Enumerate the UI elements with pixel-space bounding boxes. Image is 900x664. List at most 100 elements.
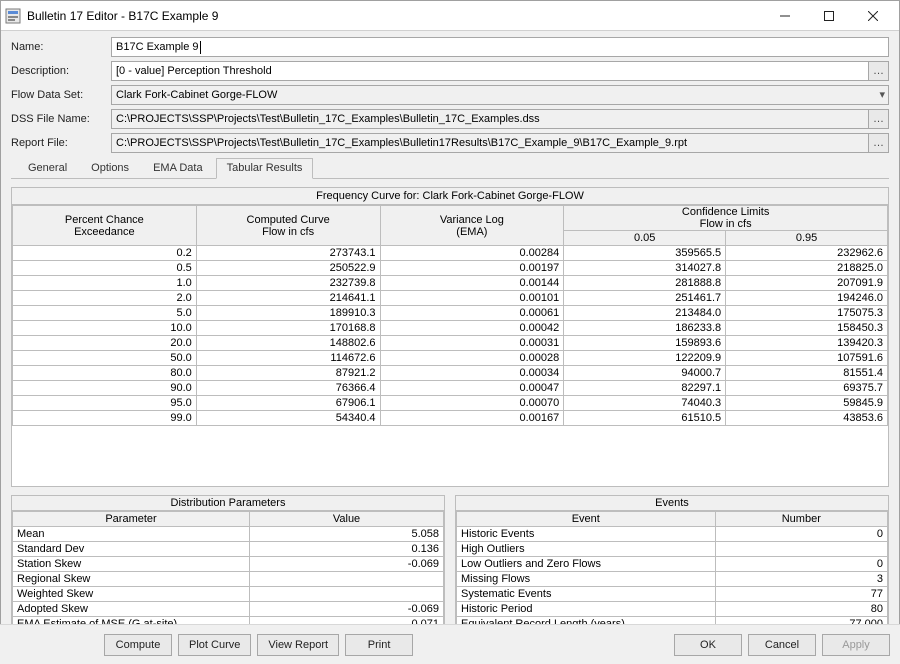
dss-file-value: C:\PROJECTS\SSP\Projects\Test\Bulletin_1… bbox=[116, 113, 540, 125]
flow-data-value: Clark Fork-Cabinet Gorge-FLOW bbox=[116, 89, 277, 101]
footer: Compute Plot Curve View Report Print OK … bbox=[0, 624, 900, 664]
table-row: Historic Events0 bbox=[457, 527, 888, 542]
report-file-input[interactable]: C:\PROJECTS\SSP\Projects\Test\Bulletin_1… bbox=[111, 133, 869, 153]
table-cell: 67906.1 bbox=[196, 396, 380, 411]
table-row: 1.0232739.80.00144281888.8207091.9 bbox=[13, 276, 888, 291]
table-row: 80.087921.20.0003494000.781551.4 bbox=[13, 366, 888, 381]
event-name: Historic Period bbox=[457, 602, 716, 617]
table-row: Station Skew-0.069 bbox=[13, 557, 444, 572]
table-cell: 170168.8 bbox=[196, 321, 380, 336]
table-row: Adopted Skew-0.069 bbox=[13, 602, 444, 617]
event-number bbox=[715, 542, 887, 557]
event-name: Low Outliers and Zero Flows bbox=[457, 557, 716, 572]
table-row: 50.0114672.60.00028122209.9107591.6 bbox=[13, 351, 888, 366]
table-row: Standard Dev0.136 bbox=[13, 542, 444, 557]
tab-general[interactable]: General bbox=[17, 158, 78, 179]
table-cell: 175075.3 bbox=[726, 306, 888, 321]
report-browse-button[interactable]: … bbox=[869, 133, 889, 153]
table-cell: 107591.6 bbox=[726, 351, 888, 366]
table-cell: 114672.6 bbox=[196, 351, 380, 366]
table-cell: 232739.8 bbox=[196, 276, 380, 291]
compute-button[interactable]: Compute bbox=[104, 634, 172, 656]
tab-content: Frequency Curve for: Clark Fork-Cabinet … bbox=[1, 181, 899, 654]
titlebar: Bulletin 17 Editor - B17C Example 9 bbox=[1, 1, 899, 31]
description-browse-button[interactable]: … bbox=[869, 61, 889, 81]
table-cell: 2.0 bbox=[13, 291, 197, 306]
ok-button[interactable]: OK bbox=[674, 634, 742, 656]
hdr-percent-chance: Percent ChanceExceedance bbox=[13, 206, 197, 246]
table-cell: 158450.3 bbox=[726, 321, 888, 336]
table-cell: 218825.0 bbox=[726, 261, 888, 276]
description-input[interactable]: [0 - value] Perception Threshold bbox=[111, 61, 869, 81]
dss-file-input[interactable]: C:\PROJECTS\SSP\Projects\Test\Bulletin_1… bbox=[111, 109, 869, 129]
hdr-parameter: Parameter bbox=[13, 512, 250, 527]
table-cell: 273743.1 bbox=[196, 246, 380, 261]
table-cell: 0.00028 bbox=[380, 351, 564, 366]
name-label: Name: bbox=[11, 41, 111, 53]
param-name: Weighted Skew bbox=[13, 587, 250, 602]
table-cell: 0.00197 bbox=[380, 261, 564, 276]
table-cell: 314027.8 bbox=[564, 261, 726, 276]
events-table: EventNumber Historic Events0High Outlier… bbox=[456, 511, 888, 632]
table-cell: 232962.6 bbox=[726, 246, 888, 261]
minimize-button[interactable] bbox=[763, 2, 807, 30]
frequency-table: Percent ChanceExceedance Computed CurveF… bbox=[12, 205, 888, 426]
table-cell: 0.00031 bbox=[380, 336, 564, 351]
event-name: Missing Flows bbox=[457, 572, 716, 587]
print-button[interactable]: Print bbox=[345, 634, 413, 656]
table-cell: 251461.7 bbox=[564, 291, 726, 306]
table-row: Historic Period80 bbox=[457, 602, 888, 617]
param-name: Adopted Skew bbox=[13, 602, 250, 617]
table-cell: 61510.5 bbox=[564, 411, 726, 426]
plot-curve-button[interactable]: Plot Curve bbox=[178, 634, 251, 656]
report-file-value: C:\PROJECTS\SSP\Projects\Test\Bulletin_1… bbox=[116, 137, 687, 149]
maximize-button[interactable] bbox=[807, 2, 851, 30]
table-cell: 0.5 bbox=[13, 261, 197, 276]
table-cell: 95.0 bbox=[13, 396, 197, 411]
tab-bar: General Options EMA Data Tabular Results bbox=[11, 157, 889, 179]
param-name: Regional Skew bbox=[13, 572, 250, 587]
hdr-value: Value bbox=[250, 512, 444, 527]
param-value: -0.069 bbox=[250, 602, 444, 617]
table-cell: 250522.9 bbox=[196, 261, 380, 276]
hdr-variance-log: Variance Log(EMA) bbox=[380, 206, 564, 246]
table-cell: 0.00167 bbox=[380, 411, 564, 426]
table-cell: 189910.3 bbox=[196, 306, 380, 321]
name-input[interactable]: B17C Example 9 bbox=[111, 37, 889, 57]
table-cell: 359565.5 bbox=[564, 246, 726, 261]
table-cell: 81551.4 bbox=[726, 366, 888, 381]
param-value bbox=[250, 587, 444, 602]
apply-button[interactable]: Apply bbox=[822, 634, 890, 656]
dss-file-label: DSS File Name: bbox=[11, 113, 111, 125]
event-number: 80 bbox=[715, 602, 887, 617]
table-row: Weighted Skew bbox=[13, 587, 444, 602]
param-name: Station Skew bbox=[13, 557, 250, 572]
table-cell: 94000.7 bbox=[564, 366, 726, 381]
tab-tabular-results[interactable]: Tabular Results bbox=[216, 158, 314, 179]
event-name: High Outliers bbox=[457, 542, 716, 557]
table-row: 90.076366.40.0004782297.169375.7 bbox=[13, 381, 888, 396]
table-cell: 50.0 bbox=[13, 351, 197, 366]
flow-data-label: Flow Data Set: bbox=[11, 89, 111, 101]
table-row: Mean5.058 bbox=[13, 527, 444, 542]
tab-options[interactable]: Options bbox=[80, 158, 140, 179]
table-cell: 87921.2 bbox=[196, 366, 380, 381]
flow-data-select[interactable]: Clark Fork-Cabinet Gorge-FLOW bbox=[111, 85, 889, 105]
table-row: 5.0189910.30.00061213484.0175075.3 bbox=[13, 306, 888, 321]
table-row: Missing Flows3 bbox=[457, 572, 888, 587]
close-button[interactable] bbox=[851, 2, 895, 30]
table-row: Systematic Events77 bbox=[457, 587, 888, 602]
view-report-button[interactable]: View Report bbox=[257, 634, 339, 656]
hdr-computed-curve: Computed CurveFlow in cfs bbox=[196, 206, 380, 246]
description-value: [0 - value] Perception Threshold bbox=[116, 65, 272, 77]
table-cell: 0.00061 bbox=[380, 306, 564, 321]
tab-ema-data[interactable]: EMA Data bbox=[142, 158, 214, 179]
table-row: 0.2273743.10.00284359565.5232962.6 bbox=[13, 246, 888, 261]
frequency-caption: Frequency Curve for: Clark Fork-Cabinet … bbox=[12, 188, 888, 205]
cancel-button[interactable]: Cancel bbox=[748, 634, 816, 656]
table-cell: 74040.3 bbox=[564, 396, 726, 411]
dss-browse-button[interactable]: … bbox=[869, 109, 889, 129]
event-number: 77 bbox=[715, 587, 887, 602]
table-cell: 122209.9 bbox=[564, 351, 726, 366]
event-name: Historic Events bbox=[457, 527, 716, 542]
